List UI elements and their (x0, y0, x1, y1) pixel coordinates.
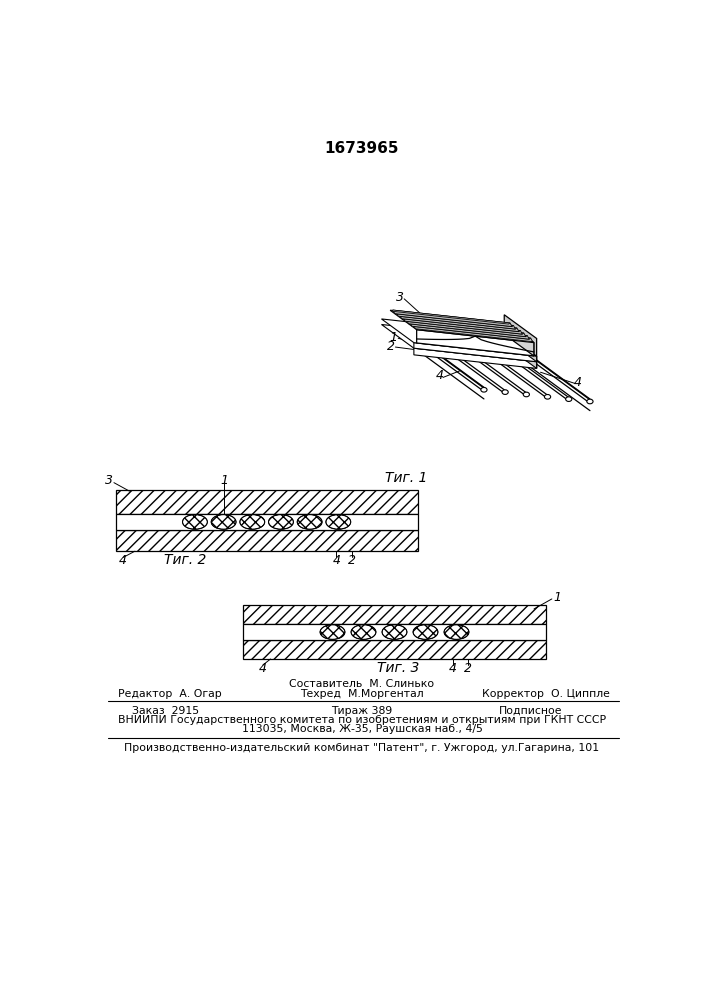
Text: Заказ  2915: Заказ 2915 (132, 706, 199, 716)
Polygon shape (405, 320, 524, 334)
Polygon shape (402, 318, 520, 332)
Text: 4: 4 (436, 369, 444, 382)
Polygon shape (504, 332, 537, 368)
Text: Производственно-издательский комбинат "Патент", г. Ужгород, ул.Гагарина, 101: Производственно-издательский комбинат "П… (124, 743, 600, 753)
Polygon shape (504, 332, 537, 362)
Polygon shape (409, 323, 527, 337)
Text: 4: 4 (332, 554, 340, 567)
Bar (115, 514, 418, 530)
Text: 2: 2 (348, 554, 356, 567)
Polygon shape (414, 325, 532, 342)
Ellipse shape (211, 515, 236, 529)
Polygon shape (392, 310, 510, 324)
Text: Тираж 389: Тираж 389 (332, 706, 392, 716)
Ellipse shape (523, 392, 530, 397)
Text: Корректор  О. Циппле: Корректор О. Циппле (481, 689, 609, 699)
Text: 1: 1 (554, 591, 561, 604)
Ellipse shape (566, 397, 572, 401)
Text: 1673965: 1673965 (325, 141, 399, 156)
Text: Редактор  А. Огар: Редактор А. Огар (118, 689, 221, 699)
Text: 4: 4 (119, 554, 127, 567)
Polygon shape (382, 324, 537, 362)
Text: 1: 1 (390, 331, 397, 344)
Text: 4: 4 (574, 376, 582, 389)
Ellipse shape (182, 515, 207, 529)
Text: 3: 3 (105, 474, 113, 487)
Polygon shape (414, 343, 537, 362)
Text: Τиг. 1: Τиг. 1 (385, 471, 427, 485)
Bar (243, 624, 546, 640)
Bar (243, 640, 546, 659)
Text: ВНИИПИ Государственного комитета по изобретениям и открытиям при ГКНТ СССР: ВНИИПИ Государственного комитета по изоб… (118, 715, 606, 725)
Polygon shape (504, 338, 537, 368)
Polygon shape (504, 315, 537, 356)
Text: 2: 2 (387, 340, 395, 353)
Polygon shape (390, 310, 534, 343)
Polygon shape (407, 320, 526, 337)
Polygon shape (382, 319, 537, 356)
Polygon shape (399, 315, 519, 332)
Text: 4: 4 (259, 662, 267, 675)
Ellipse shape (587, 399, 593, 404)
Bar (115, 490, 418, 514)
Polygon shape (398, 315, 517, 329)
Ellipse shape (502, 390, 508, 394)
Text: Τиг. 2: Τиг. 2 (164, 553, 206, 567)
Text: Τиг. 3: Τиг. 3 (378, 661, 419, 675)
Ellipse shape (320, 625, 345, 639)
Ellipse shape (444, 625, 469, 639)
Polygon shape (403, 318, 522, 334)
Ellipse shape (351, 625, 376, 639)
Polygon shape (412, 325, 531, 339)
Ellipse shape (413, 625, 438, 639)
Ellipse shape (326, 515, 351, 529)
Text: 113035, Москва, Ж-35, Раушская наб., 4/5: 113035, Москва, Ж-35, Раушская наб., 4/5 (242, 724, 482, 734)
Bar (115, 530, 418, 551)
Text: 1: 1 (220, 474, 228, 487)
Text: Техред  М.Моргентал: Техред М.Моргентал (300, 689, 423, 699)
Text: 2: 2 (464, 662, 472, 675)
Ellipse shape (544, 394, 551, 399)
Ellipse shape (297, 515, 322, 529)
Polygon shape (416, 330, 534, 356)
Polygon shape (410, 323, 530, 339)
Ellipse shape (269, 515, 293, 529)
Polygon shape (414, 348, 537, 368)
Text: Подписное: Подписное (498, 706, 562, 716)
Ellipse shape (481, 387, 487, 392)
Polygon shape (393, 310, 512, 327)
Bar (243, 605, 546, 624)
Text: Составитель  М. Слинько: Составитель М. Слинько (289, 679, 435, 689)
Polygon shape (395, 313, 513, 327)
Polygon shape (397, 313, 515, 329)
Text: 3: 3 (397, 291, 404, 304)
Ellipse shape (240, 515, 264, 529)
Text: 4: 4 (449, 662, 457, 675)
Polygon shape (508, 323, 534, 356)
Ellipse shape (382, 625, 407, 639)
